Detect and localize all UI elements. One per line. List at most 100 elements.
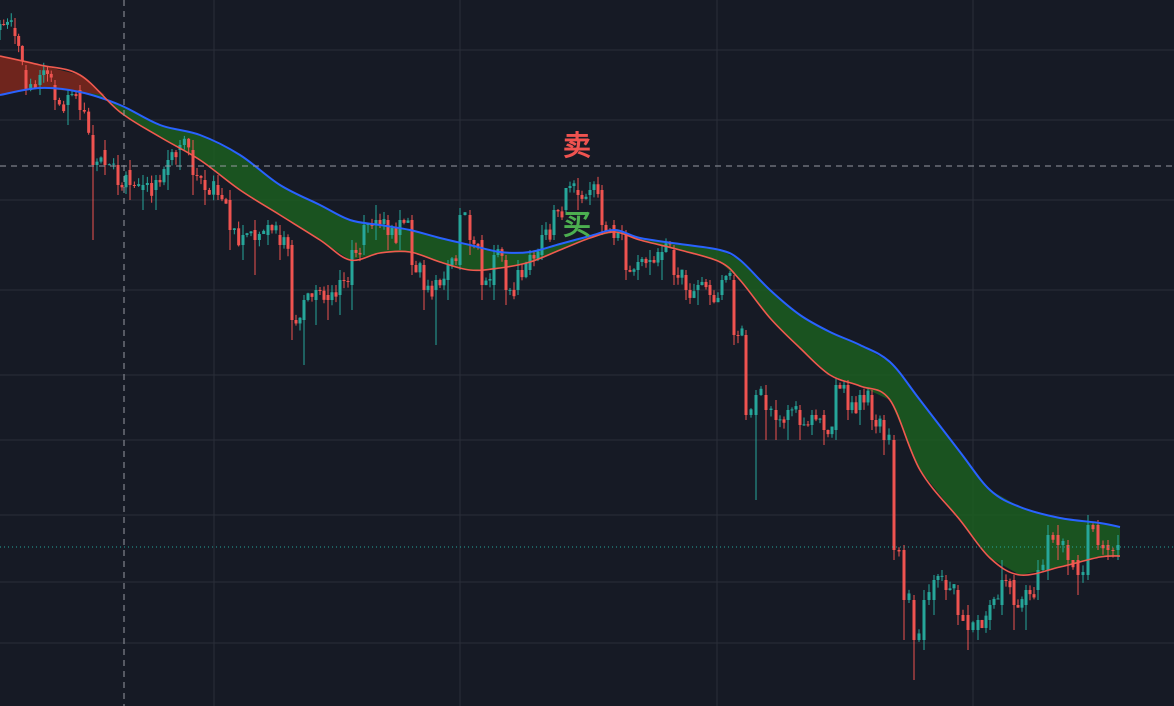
candle[interactable] bbox=[672, 245, 676, 285]
candle[interactable] bbox=[652, 256, 656, 264]
candle[interactable] bbox=[568, 181, 572, 193]
candle[interactable] bbox=[822, 410, 826, 445]
candle[interactable] bbox=[996, 594, 1000, 600]
candle[interactable] bbox=[548, 223, 552, 242]
candle[interactable] bbox=[232, 228, 236, 235]
candle[interactable] bbox=[46, 66, 49, 82]
candle[interactable] bbox=[314, 285, 318, 325]
candle[interactable] bbox=[704, 278, 708, 290]
candle[interactable] bbox=[596, 176, 600, 198]
candle[interactable] bbox=[278, 225, 282, 260]
candle[interactable] bbox=[241, 225, 245, 260]
candle[interactable] bbox=[463, 212, 467, 216]
candle[interactable] bbox=[20, 45, 24, 66]
candle[interactable] bbox=[866, 388, 870, 406]
candle[interactable] bbox=[87, 107, 91, 135]
candle[interactable] bbox=[956, 585, 960, 625]
candle[interactable] bbox=[480, 235, 484, 300]
candle[interactable] bbox=[1000, 560, 1004, 615]
candle[interactable] bbox=[1056, 525, 1060, 560]
candle[interactable] bbox=[2, 19, 6, 26]
candle[interactable] bbox=[992, 596, 996, 609]
candle[interactable] bbox=[468, 210, 472, 255]
candle[interactable] bbox=[128, 160, 132, 200]
candle[interactable] bbox=[976, 615, 980, 640]
candle[interactable] bbox=[680, 269, 684, 285]
candle[interactable] bbox=[774, 400, 778, 440]
candle[interactable] bbox=[907, 589, 911, 604]
candle[interactable] bbox=[141, 175, 145, 210]
candle[interactable] bbox=[944, 575, 948, 600]
candle[interactable] bbox=[1032, 586, 1036, 600]
candle[interactable] bbox=[564, 188, 568, 215]
candle[interactable] bbox=[374, 205, 378, 240]
candle[interactable] bbox=[112, 158, 116, 170]
candle[interactable] bbox=[354, 242, 358, 258]
candle[interactable] bbox=[887, 428, 891, 445]
candle[interactable] bbox=[850, 395, 854, 414]
candle[interactable] bbox=[237, 221, 241, 247]
candle[interactable] bbox=[334, 285, 338, 303]
candle[interactable] bbox=[70, 91, 74, 97]
candle[interactable] bbox=[716, 292, 720, 303]
candle[interactable] bbox=[302, 295, 306, 365]
candle[interactable] bbox=[948, 581, 952, 591]
candle[interactable] bbox=[846, 380, 850, 420]
candle[interactable] bbox=[1016, 599, 1020, 608]
candle[interactable] bbox=[720, 275, 724, 300]
candle[interactable] bbox=[116, 155, 120, 195]
candle[interactable] bbox=[162, 166, 166, 186]
candle[interactable] bbox=[600, 185, 604, 235]
candle[interactable] bbox=[310, 293, 314, 302]
candle[interactable] bbox=[854, 396, 858, 414]
candle[interactable] bbox=[660, 245, 664, 280]
candle[interactable] bbox=[406, 217, 410, 224]
candle[interactable] bbox=[282, 231, 286, 249]
candle[interactable] bbox=[154, 175, 158, 210]
candle[interactable] bbox=[145, 176, 149, 192]
candle[interactable] bbox=[532, 250, 536, 267]
candle[interactable] bbox=[769, 406, 773, 417]
candle[interactable] bbox=[576, 178, 580, 210]
candle[interactable] bbox=[838, 382, 842, 389]
candle[interactable] bbox=[692, 283, 696, 299]
candle[interactable] bbox=[592, 181, 596, 198]
candle[interactable] bbox=[632, 268, 636, 276]
candle[interactable] bbox=[207, 187, 211, 195]
candle[interactable] bbox=[516, 260, 520, 295]
candle[interactable] bbox=[346, 277, 350, 288]
candle[interactable] bbox=[712, 290, 716, 304]
candle[interactable] bbox=[940, 570, 944, 582]
candle[interactable] bbox=[492, 245, 496, 300]
candle[interactable] bbox=[778, 415, 782, 428]
candle[interactable] bbox=[191, 140, 195, 195]
candle[interactable] bbox=[936, 574, 940, 588]
candle[interactable] bbox=[434, 275, 438, 345]
candle[interactable] bbox=[78, 85, 82, 120]
candle[interactable] bbox=[158, 174, 162, 187]
candle[interactable] bbox=[842, 381, 846, 393]
candle[interactable] bbox=[728, 270, 732, 280]
candle[interactable] bbox=[1008, 578, 1012, 595]
candle[interactable] bbox=[1091, 523, 1095, 532]
candle[interactable] bbox=[91, 125, 95, 240]
candle[interactable] bbox=[744, 330, 748, 420]
candle[interactable] bbox=[1061, 538, 1065, 553]
candle[interactable] bbox=[249, 230, 253, 237]
candle[interactable] bbox=[512, 282, 516, 300]
candle[interactable] bbox=[426, 279, 430, 293]
candle[interactable] bbox=[286, 234, 290, 257]
candle[interactable] bbox=[580, 190, 584, 204]
candle[interactable] bbox=[684, 270, 688, 300]
candle[interactable] bbox=[540, 225, 544, 260]
candle[interactable] bbox=[984, 611, 988, 633]
candle[interactable] bbox=[858, 390, 862, 425]
candle[interactable] bbox=[182, 135, 186, 150]
candle[interactable] bbox=[224, 197, 228, 204]
candle[interactable] bbox=[49, 70, 53, 82]
candle[interactable] bbox=[902, 545, 906, 640]
candle[interactable] bbox=[980, 619, 984, 629]
candle[interactable] bbox=[736, 330, 740, 344]
candle[interactable] bbox=[988, 600, 992, 630]
candle[interactable] bbox=[257, 231, 261, 247]
